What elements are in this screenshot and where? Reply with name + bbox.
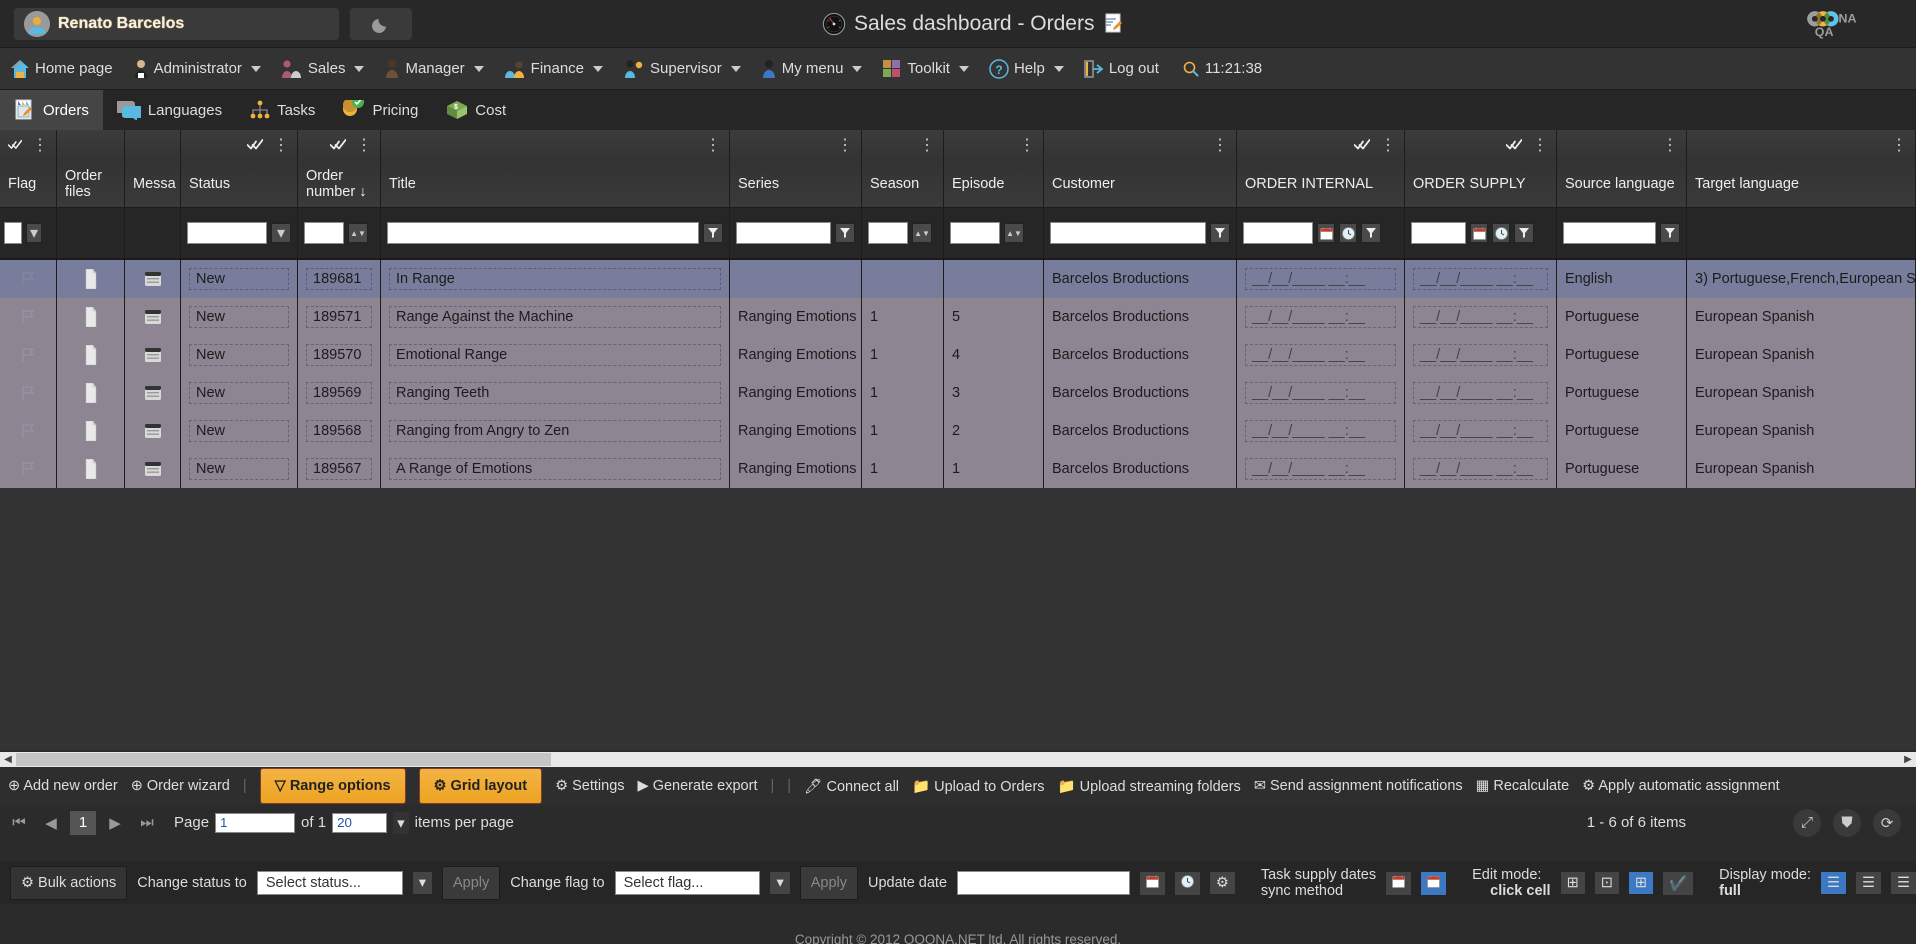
svg-text:$: $ bbox=[454, 104, 458, 111]
svg-text:?: ? bbox=[995, 63, 1002, 77]
svg-text:NA: NA bbox=[1839, 11, 1857, 25]
svg-text:QA: QA bbox=[1815, 25, 1834, 39]
